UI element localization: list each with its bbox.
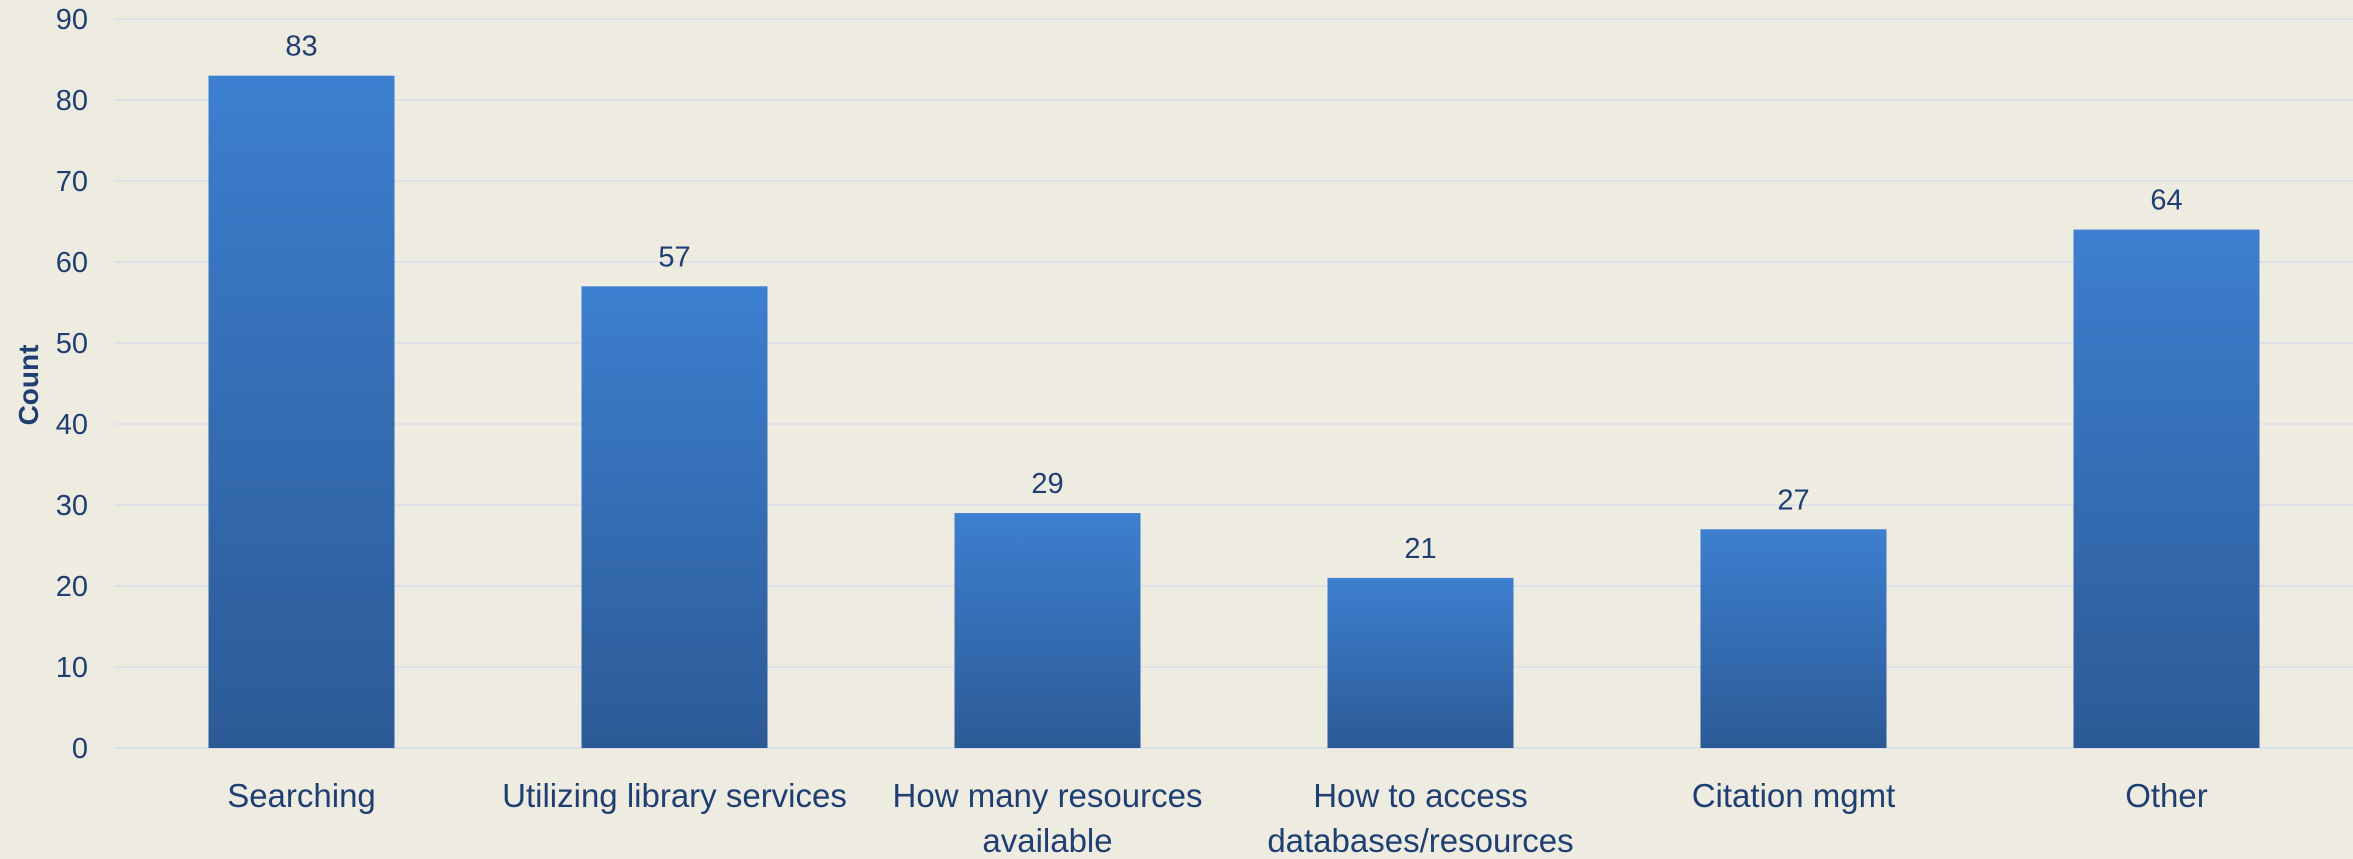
y-tick-label: 10 bbox=[56, 652, 88, 684]
bar bbox=[1327, 577, 1514, 748]
bars bbox=[208, 75, 2260, 749]
y-tick-label: 30 bbox=[56, 490, 88, 522]
bar bbox=[2073, 229, 2260, 749]
x-category-label: How many resources bbox=[893, 777, 1203, 814]
x-category-label: Utilizing library services bbox=[502, 777, 847, 814]
y-axis-title: Count bbox=[13, 345, 44, 426]
data-label: 57 bbox=[658, 241, 690, 273]
x-category-label: Searching bbox=[227, 777, 376, 814]
x-category-label: databases/resources bbox=[1267, 822, 1573, 859]
y-tick-label: 50 bbox=[56, 328, 88, 360]
x-category-label: Other bbox=[2125, 777, 2208, 814]
y-tick-label: 40 bbox=[56, 409, 88, 441]
y-tick-label: 0 bbox=[72, 733, 88, 765]
gridlines bbox=[115, 18, 2353, 749]
x-axis-categories: Searching Utilizing library services How m… bbox=[227, 777, 2208, 859]
data-label: 29 bbox=[1031, 468, 1063, 500]
data-label: 27 bbox=[1777, 484, 1809, 516]
bar bbox=[208, 75, 395, 748]
data-label: 21 bbox=[1404, 533, 1436, 565]
data-labels: 83 57 29 21 27 64 bbox=[285, 31, 2182, 565]
data-label: 83 bbox=[285, 31, 317, 63]
x-category-label: available bbox=[982, 822, 1112, 859]
y-tick-label: 90 bbox=[56, 4, 88, 36]
x-category-label: Citation mgmt bbox=[1692, 777, 1896, 814]
y-tick-label: 20 bbox=[56, 571, 88, 603]
bar bbox=[1700, 529, 1887, 748]
x-category-label: How to access bbox=[1313, 777, 1528, 814]
bar bbox=[954, 513, 1141, 748]
data-label: 64 bbox=[2150, 185, 2182, 217]
y-tick-label: 60 bbox=[56, 247, 88, 279]
y-tick-label: 70 bbox=[56, 166, 88, 198]
y-axis-ticks: 0 10 20 30 40 50 60 70 80 90 bbox=[56, 4, 88, 765]
y-tick-label: 80 bbox=[56, 85, 88, 117]
bar bbox=[581, 286, 768, 748]
